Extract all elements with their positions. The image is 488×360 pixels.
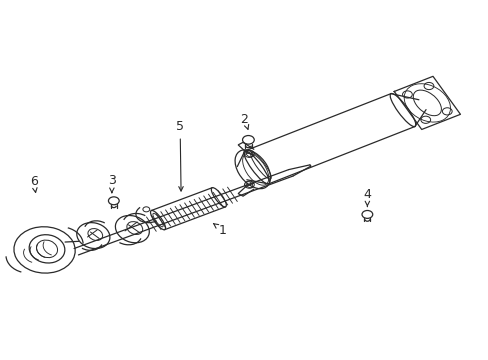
Text: 1: 1 [213,224,226,237]
Text: 4: 4 [363,188,370,206]
Text: 2: 2 [240,113,248,129]
Text: 3: 3 [108,174,116,193]
Text: 5: 5 [176,121,184,191]
Text: 6: 6 [30,175,38,192]
